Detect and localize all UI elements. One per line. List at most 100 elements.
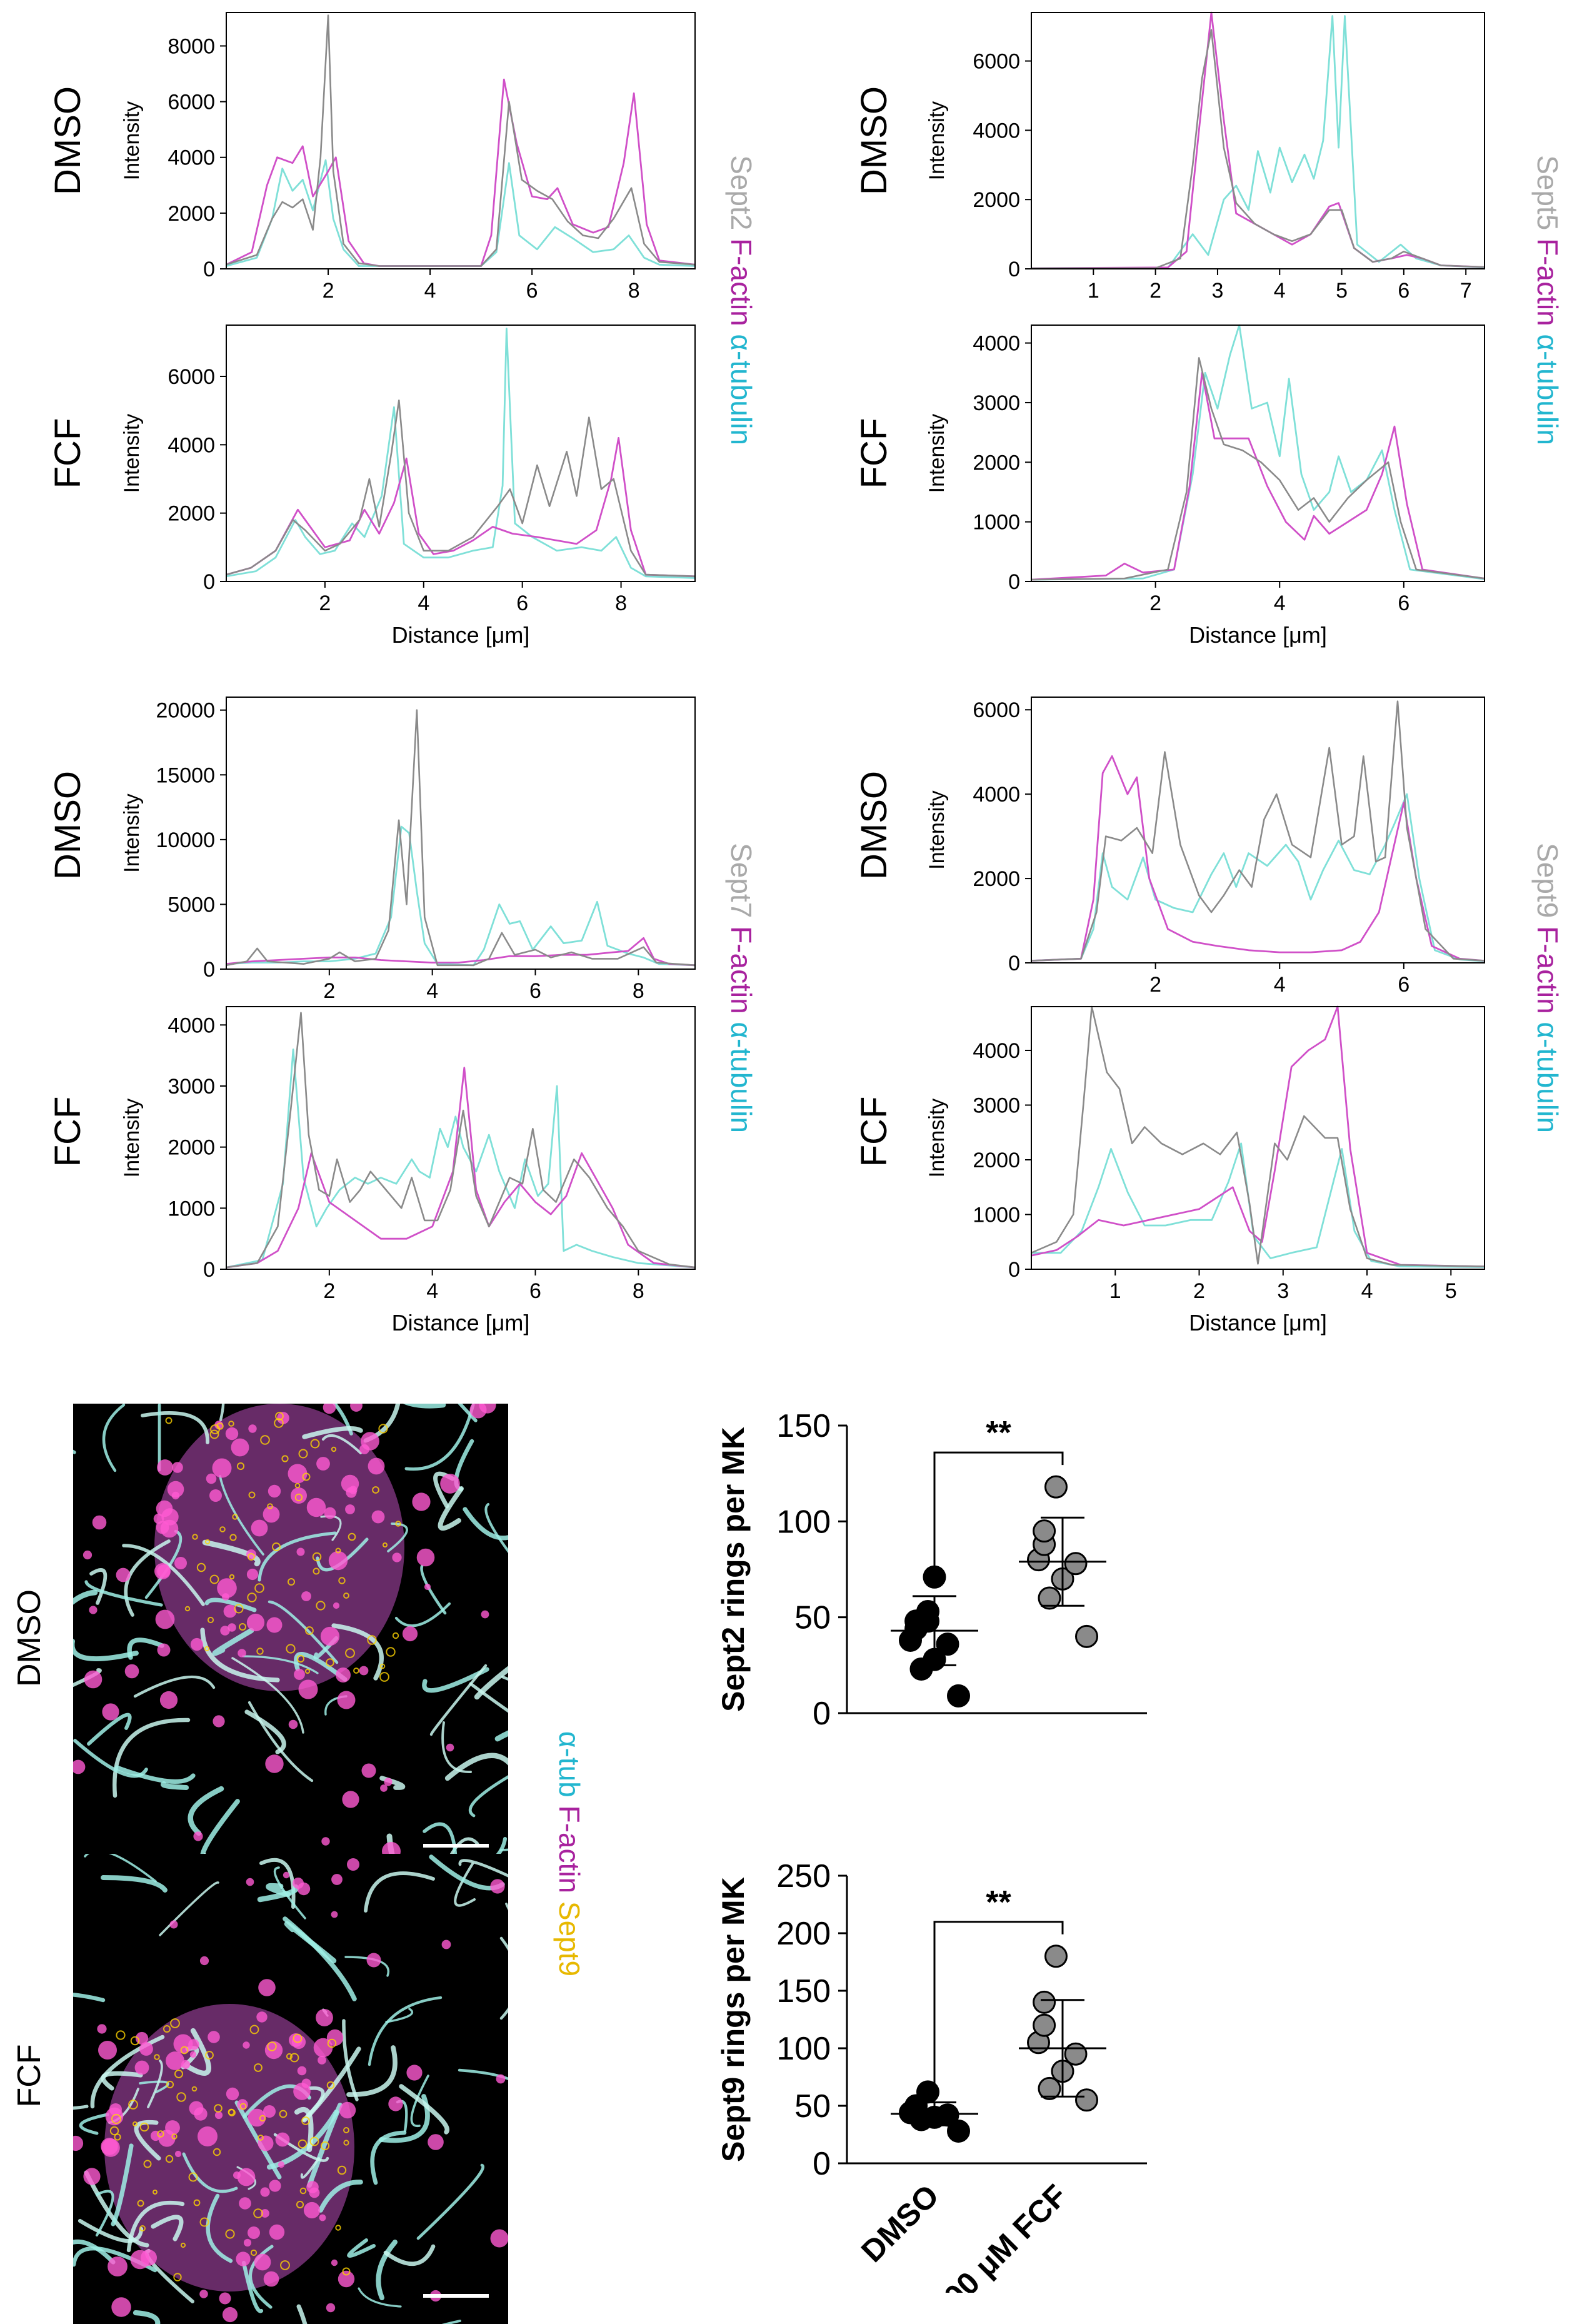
y-axis-label: Intensity: [120, 101, 144, 181]
actin-patch: [174, 2150, 182, 2158]
proplatelet-process: [204, 1597, 257, 1612]
septin-ring: [301, 2116, 310, 2125]
x-tick-label: 4: [1274, 279, 1286, 303]
proplatelet-process: [463, 1507, 508, 1541]
x-tick-label: 6: [526, 279, 538, 303]
y-tick-label: 6000: [973, 50, 1020, 74]
row-label-dmso: DMSO: [48, 771, 88, 880]
septin-ring: [343, 2127, 349, 2133]
data-point: [1033, 1990, 1056, 2014]
actin-patch: [263, 1506, 280, 1523]
septin-ring: [128, 2100, 138, 2110]
legend-factin: F-actin: [1531, 230, 1564, 326]
proplatelet-process: [494, 1730, 508, 1742]
actin-patch: [222, 1593, 229, 1601]
septin-ring: [228, 1421, 234, 1427]
legend-micrograph: α-tub F-actin Sept9: [553, 1731, 586, 1976]
actin-patch: [84, 1670, 103, 1689]
actin-patch: [258, 2135, 274, 2151]
p-s9-fcf: 0 1000 2000 3000 4000 1 2 3 4 5 Intensity Distance …: [925, 1005, 1485, 1336]
septin-ring: [294, 1493, 303, 1502]
actin-patch: [92, 1515, 107, 1530]
x-tick-label: 3: [1211, 279, 1223, 303]
septin-ring: [171, 2133, 178, 2140]
septin-ring: [249, 2025, 259, 2035]
micro-label-fcf: FCF: [11, 2044, 48, 2107]
septin-ring: [192, 1534, 198, 1540]
actin-patch: [155, 1609, 175, 1629]
septin-ring: [320, 2141, 330, 2151]
septin-ring: [116, 2030, 126, 2040]
septin-ring: [254, 1583, 264, 1593]
x-tick-label: 8: [628, 279, 640, 303]
y-axis-label: Sept2 rings per MK: [716, 1427, 751, 1712]
proplatelet-process: [331, 1623, 384, 1681]
septin-ring: [286, 1644, 296, 1654]
actin-patch: [331, 1874, 343, 1885]
y-tick-label: 100: [776, 2031, 831, 2067]
septin-ring: [378, 1424, 388, 1434]
actin-patch: [214, 2111, 223, 2120]
actin-patch: [157, 1564, 171, 1578]
actin-patch: [141, 2250, 157, 2266]
y-tick-label: 50: [794, 1600, 831, 1636]
actin-patch: [346, 1487, 357, 1498]
actin-patch: [189, 2101, 204, 2116]
septin-ring: [205, 2051, 214, 2060]
y-tick-label: 6000: [168, 365, 215, 389]
septin-ring: [392, 1632, 399, 1639]
septin-ring: [281, 1455, 289, 1462]
row-label-fcf: FCF: [854, 418, 894, 489]
actin-patch: [366, 1953, 381, 1968]
legend-sept9: Sept9: [1531, 843, 1564, 918]
legend-factin: F-actin: [725, 230, 758, 326]
actin-patch: [490, 2229, 508, 2248]
septin-ring: [294, 1482, 301, 1489]
micro-label-dmso: DMSO: [11, 1589, 48, 1687]
actin-patch: [73, 1759, 86, 1774]
y-tick-label: 0: [203, 1258, 215, 1282]
actin-patch: [246, 1568, 259, 1581]
septin-ring: [379, 1663, 386, 1669]
septin-ring: [296, 2200, 304, 2209]
proplatelet-process: [114, 1765, 196, 1784]
proplatelet-process: [458, 1404, 478, 1422]
septin-ring: [288, 1578, 295, 1586]
y-axis-label: Intensity: [120, 414, 144, 493]
series-line-1: [1031, 1005, 1485, 1267]
actin-patch: [416, 1548, 435, 1567]
septin-ring: [279, 2110, 288, 2118]
actin-patch: [359, 1666, 369, 1676]
proplatelet-process: [294, 1652, 348, 1682]
septin-ring: [337, 2165, 347, 2175]
actin-patch: [208, 2031, 220, 2043]
actin-patch: [225, 1427, 239, 1441]
actin-patch: [236, 2251, 251, 2266]
y-tick-label: 200: [776, 1916, 831, 1952]
septin-ring: [256, 1647, 264, 1655]
actin-patch: [380, 1784, 388, 1792]
actin-patch: [206, 1473, 217, 1484]
septin-ring: [260, 1435, 270, 1445]
actin-patch: [199, 1956, 209, 1966]
actin-patch: [361, 1432, 379, 1451]
septin-ring: [207, 1616, 214, 1624]
d-sept2: 0 50 100 150 Sept2 rings per MK **: [716, 1408, 1147, 1732]
x-tick-label: 4: [1274, 591, 1286, 615]
septin-ring: [234, 1604, 244, 1614]
y-tick-label: 15000: [156, 763, 215, 787]
septin-ring: [109, 2126, 119, 2136]
proplatelet-process: [316, 1537, 369, 1572]
y-tick-label: 0: [1008, 258, 1020, 281]
septin-ring: [302, 1472, 311, 1481]
x-tick-label: 1: [1088, 279, 1099, 303]
septin-ring: [132, 2121, 138, 2127]
proplatelet-process: [300, 2157, 320, 2179]
proplatelet-process: [468, 1775, 508, 1818]
legend-sept5: Sept5: [1531, 155, 1564, 230]
y-tick-label: 3000: [973, 391, 1020, 415]
actin-patch: [109, 2103, 122, 2116]
y-tick-label: 8000: [168, 34, 215, 58]
y-tick-label: 2000: [168, 202, 215, 226]
